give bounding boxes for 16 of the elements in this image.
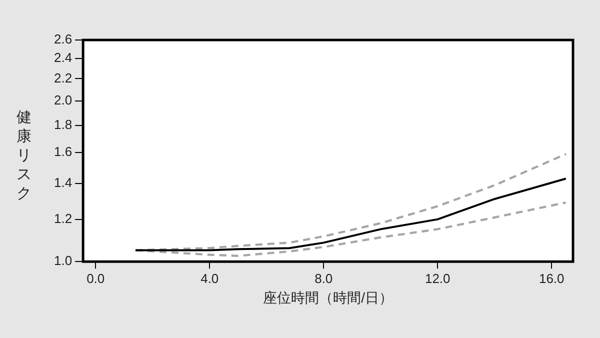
- x-tick-label: 8.0: [314, 270, 333, 286]
- y-tick-label: 1.4: [54, 175, 72, 190]
- y-tick-label: 2.4: [54, 50, 72, 66]
- y-tick-label: 1.2: [54, 210, 72, 226]
- x-axis-title: 座位時間（時間/日）: [263, 289, 393, 306]
- y-tick-label: 1.8: [54, 116, 72, 132]
- y-tick-label: 2.6: [54, 32, 72, 47]
- y-tick-label: 1.6: [54, 144, 72, 160]
- x-tick-label: 4.0: [200, 270, 219, 286]
- y-tick-label: 2.2: [54, 70, 72, 86]
- x-tick-label: 0.0: [86, 270, 105, 286]
- y-tick-label: 1.0: [54, 253, 72, 268]
- y-axis-title: 健康リスク: [16, 108, 32, 203]
- x-tick-label: 12.0: [424, 270, 450, 286]
- y-tick-label: 2.0: [54, 92, 72, 108]
- x-tick-label: 16.0: [538, 270, 564, 286]
